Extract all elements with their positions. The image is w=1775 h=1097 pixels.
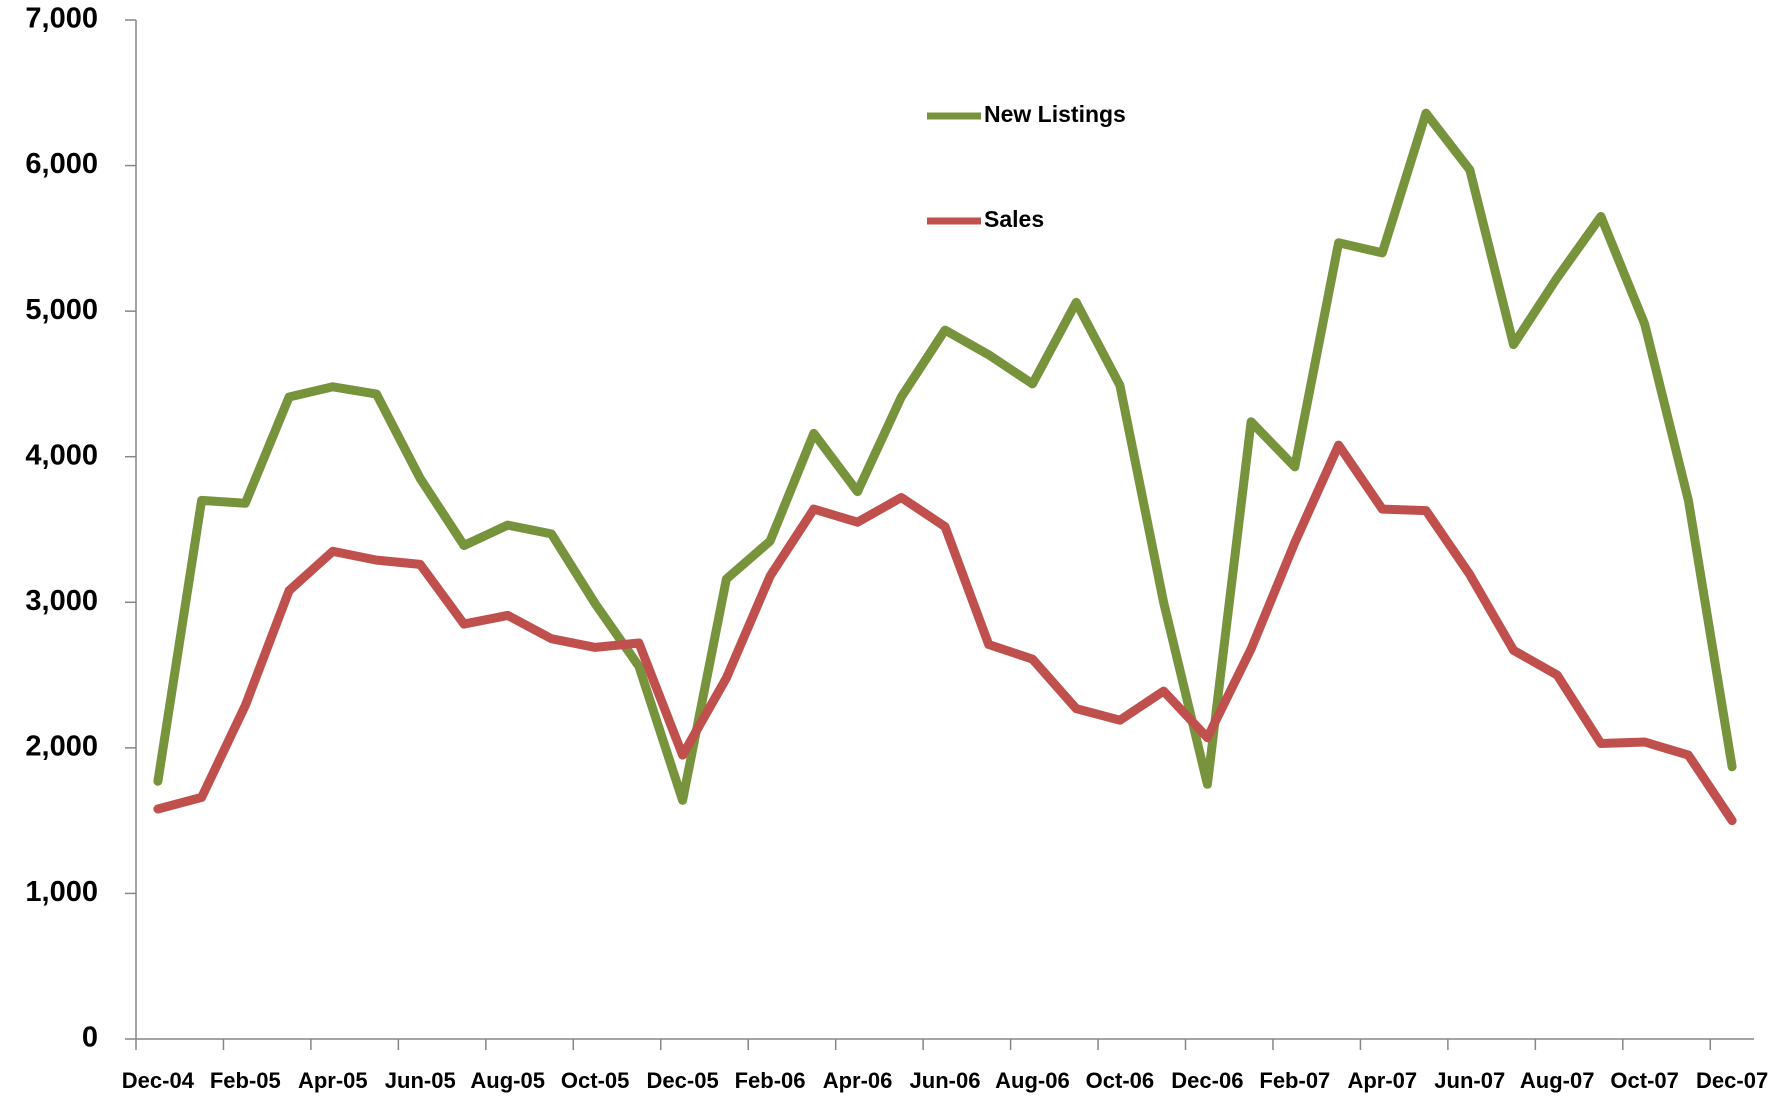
- y-tick-label: 2,000: [25, 731, 98, 763]
- x-tick-label: Jun-07: [1434, 1068, 1505, 1093]
- x-tick-label: Oct-07: [1610, 1068, 1678, 1093]
- y-tick-label: 5,000: [25, 294, 98, 326]
- y-tick-label: 7,000: [25, 3, 98, 35]
- legend-label: Sales: [984, 206, 1044, 232]
- x-tick-label: Jun-05: [385, 1068, 456, 1093]
- x-tick-label: Feb-05: [210, 1068, 281, 1093]
- series-line: [153, 108, 1737, 805]
- x-tick-label: Aug-07: [1520, 1068, 1595, 1093]
- x-tick-label: Apr-07: [1347, 1068, 1417, 1093]
- x-tick-label: Aug-05: [470, 1068, 545, 1093]
- x-tick-label: Oct-05: [561, 1068, 629, 1093]
- x-tick-label: Dec-06: [1171, 1068, 1243, 1093]
- y-tick-label: 3,000: [25, 585, 98, 617]
- x-tick-label: Oct-06: [1086, 1068, 1154, 1093]
- legend-label: New Listings: [984, 101, 1126, 127]
- x-tick-label: Feb-07: [1259, 1068, 1330, 1093]
- x-tick-label: Jun-06: [910, 1068, 981, 1093]
- y-tick-label: 6,000: [25, 148, 98, 180]
- x-tick-label: Apr-06: [823, 1068, 893, 1093]
- x-tick-label: Dec-05: [647, 1068, 719, 1093]
- x-tick-label: Apr-05: [298, 1068, 368, 1093]
- y-tick-label: 4,000: [25, 439, 98, 471]
- y-tick-label: 0: [82, 1022, 98, 1054]
- x-tick-label: Feb-06: [735, 1068, 806, 1093]
- series-line: [153, 440, 1737, 826]
- x-tick-label: Dec-04: [122, 1068, 195, 1093]
- x-tick-label: Dec-07: [1696, 1068, 1768, 1093]
- y-tick-label: 1,000: [25, 876, 98, 908]
- x-tick-label: Aug-06: [995, 1068, 1070, 1093]
